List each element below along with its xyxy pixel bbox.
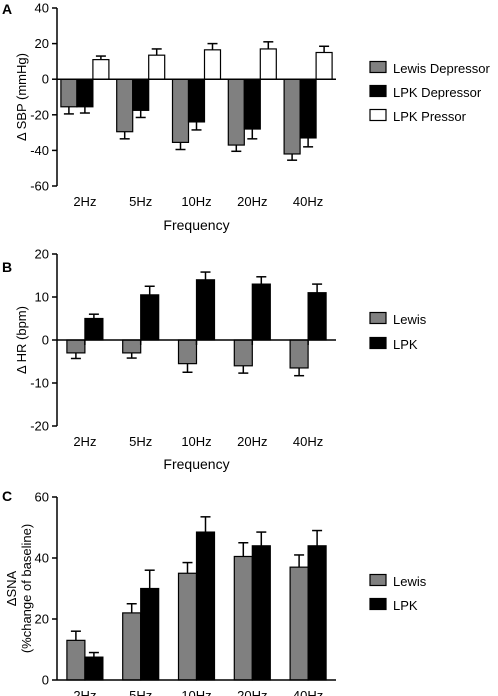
bar xyxy=(315,51,333,80)
bar xyxy=(60,78,78,108)
bar xyxy=(195,279,216,341)
y-tick-label: -10 xyxy=(30,376,49,391)
y-tick-label: 20 xyxy=(35,36,49,51)
bar xyxy=(84,656,104,681)
legend-swatch xyxy=(369,60,387,74)
y-tick-label: -40 xyxy=(30,143,49,158)
bar xyxy=(251,283,271,341)
y-axis-label-line2: (%change of baseline) xyxy=(19,524,34,653)
x-tick-label: 5Hz xyxy=(129,688,152,696)
bar xyxy=(187,78,206,123)
panel-label: C xyxy=(2,488,12,504)
x-tick-label: 2Hz xyxy=(73,434,96,449)
legend-label: LPK Pressor xyxy=(393,109,467,124)
x-tick-label: 2Hz xyxy=(73,194,96,209)
legend-swatch xyxy=(369,597,387,611)
bar xyxy=(289,566,309,681)
bar xyxy=(283,78,301,155)
bar xyxy=(66,639,86,681)
bar xyxy=(122,339,142,354)
x-tick-label: 5Hz xyxy=(129,434,152,449)
bar xyxy=(307,292,327,341)
bar xyxy=(195,531,216,681)
bar xyxy=(227,78,245,146)
panel-label: B xyxy=(2,259,12,275)
y-tick-label: 20 xyxy=(35,612,49,627)
y-tick-label: -20 xyxy=(30,419,49,434)
bar xyxy=(171,78,190,143)
legend-label: Lewis Depressor xyxy=(393,61,490,76)
panel-label: A xyxy=(2,1,12,17)
y-tick-label: 0 xyxy=(42,673,49,688)
bar xyxy=(203,49,222,80)
x-tick-label: 10Hz xyxy=(181,688,211,696)
y-axis-label: Δ SBP (mmHg) xyxy=(14,53,29,141)
y-tick-label: -20 xyxy=(30,107,49,122)
x-tick-label: 5Hz xyxy=(129,194,152,209)
y-tick-label: 40 xyxy=(35,551,49,566)
y-tick-label: 0 xyxy=(42,333,49,348)
bar xyxy=(243,78,261,130)
bar xyxy=(233,339,253,367)
y-tick-label: 10 xyxy=(35,290,49,305)
x-tick-label: 10Hz xyxy=(181,434,211,449)
legend-label: Lewis xyxy=(393,312,427,327)
legend-swatch xyxy=(369,573,387,587)
y-tick-label: 0 xyxy=(42,72,49,87)
x-axis-label: Frequency xyxy=(163,456,229,472)
bar xyxy=(116,78,134,133)
x-tick-label: 10Hz xyxy=(181,194,211,209)
x-tick-label: 2Hz xyxy=(73,688,96,696)
x-tick-label: 20Hz xyxy=(237,434,267,449)
x-tick-label: 20Hz xyxy=(237,688,267,696)
y-axis-label: Δ HR (bpm) xyxy=(14,306,29,374)
bar xyxy=(92,59,110,80)
bar xyxy=(307,545,327,681)
bar xyxy=(289,339,309,369)
x-axis-label: Frequency xyxy=(163,217,229,233)
legend-label: LPK xyxy=(393,598,418,613)
bar xyxy=(122,612,142,681)
bar xyxy=(140,587,160,681)
y-tick-label: 20 xyxy=(35,247,49,262)
bar xyxy=(148,54,166,80)
bar xyxy=(233,555,253,681)
bar xyxy=(299,78,317,139)
y-tick-label: -60 xyxy=(30,179,49,194)
x-tick-label: 40Hz xyxy=(293,194,323,209)
legend-swatch xyxy=(369,108,387,122)
y-tick-label: 40 xyxy=(35,1,49,16)
bar xyxy=(66,339,86,354)
bar xyxy=(84,317,104,341)
bar xyxy=(177,572,198,681)
legend-swatch xyxy=(369,311,387,325)
x-tick-label: 40Hz xyxy=(293,434,323,449)
bar xyxy=(177,339,198,365)
legend-label: Lewis xyxy=(393,574,427,589)
y-tick-label: 60 xyxy=(35,490,49,505)
y-axis-label: ΔSNA xyxy=(4,570,19,606)
legend-swatch xyxy=(369,336,387,350)
legend-swatch xyxy=(369,84,387,98)
bar xyxy=(251,545,271,681)
legend-label: LPK xyxy=(393,337,418,352)
bar xyxy=(259,48,277,80)
x-tick-label: 20Hz xyxy=(237,194,267,209)
legend-label: LPK Depressor xyxy=(393,85,482,100)
x-tick-label: 40Hz xyxy=(293,688,323,696)
bar xyxy=(140,294,160,341)
